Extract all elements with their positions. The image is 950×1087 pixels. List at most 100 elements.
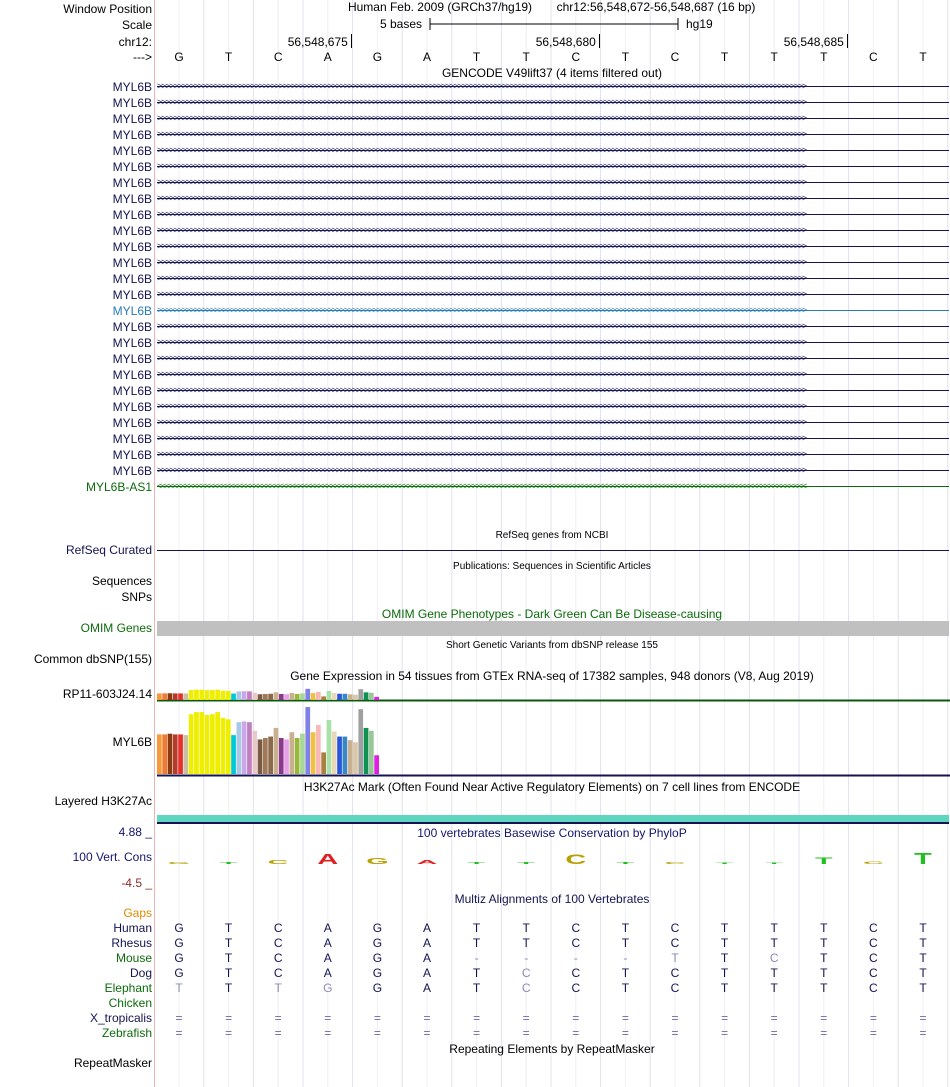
gtex-tissue-bar[interactable] — [263, 738, 268, 774]
gtex-tissue-bar[interactable] — [321, 752, 326, 774]
species-label-zebrafish[interactable]: Zebrafish — [101, 1026, 152, 1040]
gene-label-myl6b[interactable]: MYL6B — [112, 96, 152, 110]
gene-label-myl6b[interactable]: MYL6B — [112, 256, 152, 270]
species-label-human[interactable]: Human — [113, 921, 152, 935]
gtex-tissue-bar-small[interactable] — [215, 689, 220, 700]
gene-intron-forward[interactable]: >>>>>>>>>>>>>>>>>>>>>>>>>>>>>>>>>>>>>>>>… — [157, 259, 949, 268]
gene-label-myl6b[interactable]: MYL6B — [112, 336, 152, 350]
gene-label-myl6b[interactable]: MYL6B — [112, 144, 152, 158]
publications-snps-label[interactable]: SNPs — [121, 590, 152, 604]
gtex-tissue-bar-small[interactable] — [326, 691, 332, 700]
gtex-tissue-bar[interactable] — [363, 727, 369, 774]
gene-intron-forward[interactable]: >>>>>>>>>>>>>>>>>>>>>>>>>>>>>>>>>>>>>>>>… — [157, 99, 949, 108]
gtex-tissue-bar-small[interactable] — [172, 693, 178, 700]
gtex-tissue-bar-small[interactable] — [204, 690, 210, 700]
gtex-tissue-bar[interactable] — [231, 735, 236, 774]
gene-label-myl6b[interactable]: MYL6B — [112, 368, 152, 382]
gtex-tissue-bar[interactable] — [188, 714, 194, 774]
gtex-tissue-bar[interactable] — [225, 719, 231, 774]
gtex-tissue-bar-small[interactable] — [225, 690, 231, 700]
gtex-tissue-bar-small[interactable] — [278, 694, 284, 700]
gtex-tissue-bar-small[interactable] — [241, 691, 247, 700]
gtex-tissue-bar-small[interactable] — [210, 690, 215, 700]
gtex-tissue-bar-small[interactable] — [284, 694, 289, 700]
gtex-tissue-bar[interactable] — [194, 712, 199, 774]
gene-label-myl6b[interactable]: MYL6B — [112, 304, 152, 318]
gene-intron-forward[interactable]: >>>>>>>>>>>>>>>>>>>>>>>>>>>>>>>>>>>>>>>>… — [157, 371, 949, 380]
gtex-tissue-bar-small[interactable] — [305, 688, 311, 700]
gtex-tissue-bar-small[interactable] — [310, 693, 316, 700]
gene-intron-forward[interactable]: >>>>>>>>>>>>>>>>>>>>>>>>>>>>>>>>>>>>>>>>… — [157, 467, 949, 476]
gtex-tissue-bar-small[interactable] — [363, 692, 369, 700]
gtex-tissue-bar[interactable] — [157, 734, 162, 774]
gtex-tissue-bar[interactable] — [331, 731, 337, 774]
gene-intron-forward[interactable]: >>>>>>>>>>>>>>>>>>>>>>>>>>>>>>>>>>>>>>>>… — [157, 387, 949, 396]
gene-label-myl6b[interactable]: MYL6B — [112, 176, 152, 190]
species-label-elephant[interactable]: Elephant — [104, 981, 152, 995]
gtex-tissue-bar-small[interactable] — [257, 694, 263, 700]
repeatmasker-label[interactable]: RepeatMasker — [73, 1056, 152, 1070]
species-label-x_tropicalis[interactable]: X_tropicalis — [89, 1011, 152, 1025]
gtex-tissue-bar[interactable] — [305, 707, 311, 774]
gtex-gene-rp11[interactable]: RP11-603J24.14 — [62, 687, 152, 701]
gene-intron-forward[interactable]: >>>>>>>>>>>>>>>>>>>>>>>>>>>>>>>>>>>>>>>>… — [157, 131, 949, 140]
gtex-tissue-bar-small[interactable] — [252, 692, 258, 700]
gtex-tissue-bar[interactable] — [326, 720, 332, 774]
gtex-tissue-bar-small[interactable] — [263, 694, 268, 700]
gtex-tissue-bar-small[interactable] — [342, 693, 348, 700]
gtex-tissue-bar-small[interactable] — [294, 694, 300, 700]
gtex-tissue-bar[interactable] — [342, 736, 348, 774]
gtex-tissue-bar-small[interactable] — [331, 692, 337, 700]
omim-label[interactable]: OMIM Genes — [80, 621, 152, 635]
gtex-tissue-bar-small[interactable] — [199, 689, 205, 700]
gene-label-myl6b[interactable]: MYL6B — [112, 320, 152, 334]
gtex-tissue-bar[interactable] — [284, 739, 289, 774]
h3k27ac-label[interactable]: Layered H3K27Ac — [54, 794, 152, 808]
gtex-tissue-bar[interactable] — [347, 740, 353, 774]
gtex-tissue-bar-small[interactable] — [247, 691, 252, 700]
gtex-expression-chart[interactable] — [155, 686, 950, 778]
gtex-tissue-bar-small[interactable] — [321, 696, 326, 700]
gtex-tissue-bar-small[interactable] — [220, 690, 226, 700]
gtex-tissue-bar[interactable] — [316, 725, 321, 774]
gene-label-myl6b[interactable]: MYL6B — [112, 352, 152, 366]
gtex-tissue-bar[interactable] — [353, 742, 358, 774]
gtex-tissue-bar[interactable] — [337, 736, 342, 774]
gene-label-myl6b[interactable]: MYL6B — [112, 192, 152, 206]
refseq-gene-line[interactable] — [157, 550, 949, 551]
gtex-tissue-bar-small[interactable] — [353, 694, 358, 700]
gtex-tissue-bar-small[interactable] — [167, 693, 173, 700]
gtex-tissue-bar[interactable] — [183, 735, 189, 774]
gtex-tissue-bar-small[interactable] — [289, 693, 295, 700]
gtex-tissue-bar-small[interactable] — [316, 691, 321, 700]
gene-label-myl6b[interactable]: MYL6B — [112, 448, 152, 462]
gtex-tissue-bar[interactable] — [241, 721, 247, 774]
gene-label-myl6b[interactable]: MYL6B — [112, 464, 152, 478]
gene-label-myl6b[interactable]: MYL6B — [112, 400, 152, 414]
gene-label-myl6b[interactable]: MYL6B — [112, 128, 152, 142]
gtex-gene-myl6b[interactable]: MYL6B — [112, 735, 152, 749]
gtex-tissue-bar[interactable] — [294, 738, 300, 774]
gene-label-myl6b[interactable]: MYL6B — [112, 288, 152, 302]
gene-intron-forward[interactable]: >>>>>>>>>>>>>>>>>>>>>>>>>>>>>>>>>>>>>>>>… — [157, 243, 949, 252]
gene-label-myl6b[interactable]: MYL6B — [112, 272, 152, 286]
gtex-tissue-bar[interactable] — [273, 727, 279, 774]
gtex-tissue-bar-small[interactable] — [347, 694, 353, 700]
gtex-tissue-bar[interactable] — [162, 734, 167, 774]
gtex-tissue-bar[interactable] — [204, 714, 210, 774]
gene-label-myl6b[interactable]: MYL6B — [112, 384, 152, 398]
species-label-chicken[interactable]: Chicken — [108, 996, 152, 1010]
gtex-tissue-bar-small[interactable] — [273, 692, 279, 700]
gtex-tissue-bar-small[interactable] — [374, 696, 379, 700]
gtex-tissue-bar-small[interactable] — [236, 691, 242, 700]
gene-label-myl6b[interactable]: MYL6B — [112, 80, 152, 94]
gtex-tissue-bar[interactable] — [220, 717, 226, 774]
omim-feature-bar[interactable] — [157, 621, 949, 636]
gene-label-myl6b[interactable]: MYL6B — [112, 432, 152, 446]
gtex-tissue-bar[interactable] — [172, 734, 178, 774]
gene-intron-forward[interactable]: >>>>>>>>>>>>>>>>>>>>>>>>>>>>>>>>>>>>>>>>… — [157, 435, 949, 444]
gene-intron-forward[interactable]: >>>>>>>>>>>>>>>>>>>>>>>>>>>>>>>>>>>>>>>>… — [157, 451, 949, 460]
gtex-tissue-bar[interactable] — [278, 738, 284, 774]
refseq-label[interactable]: RefSeq Curated — [65, 543, 152, 557]
